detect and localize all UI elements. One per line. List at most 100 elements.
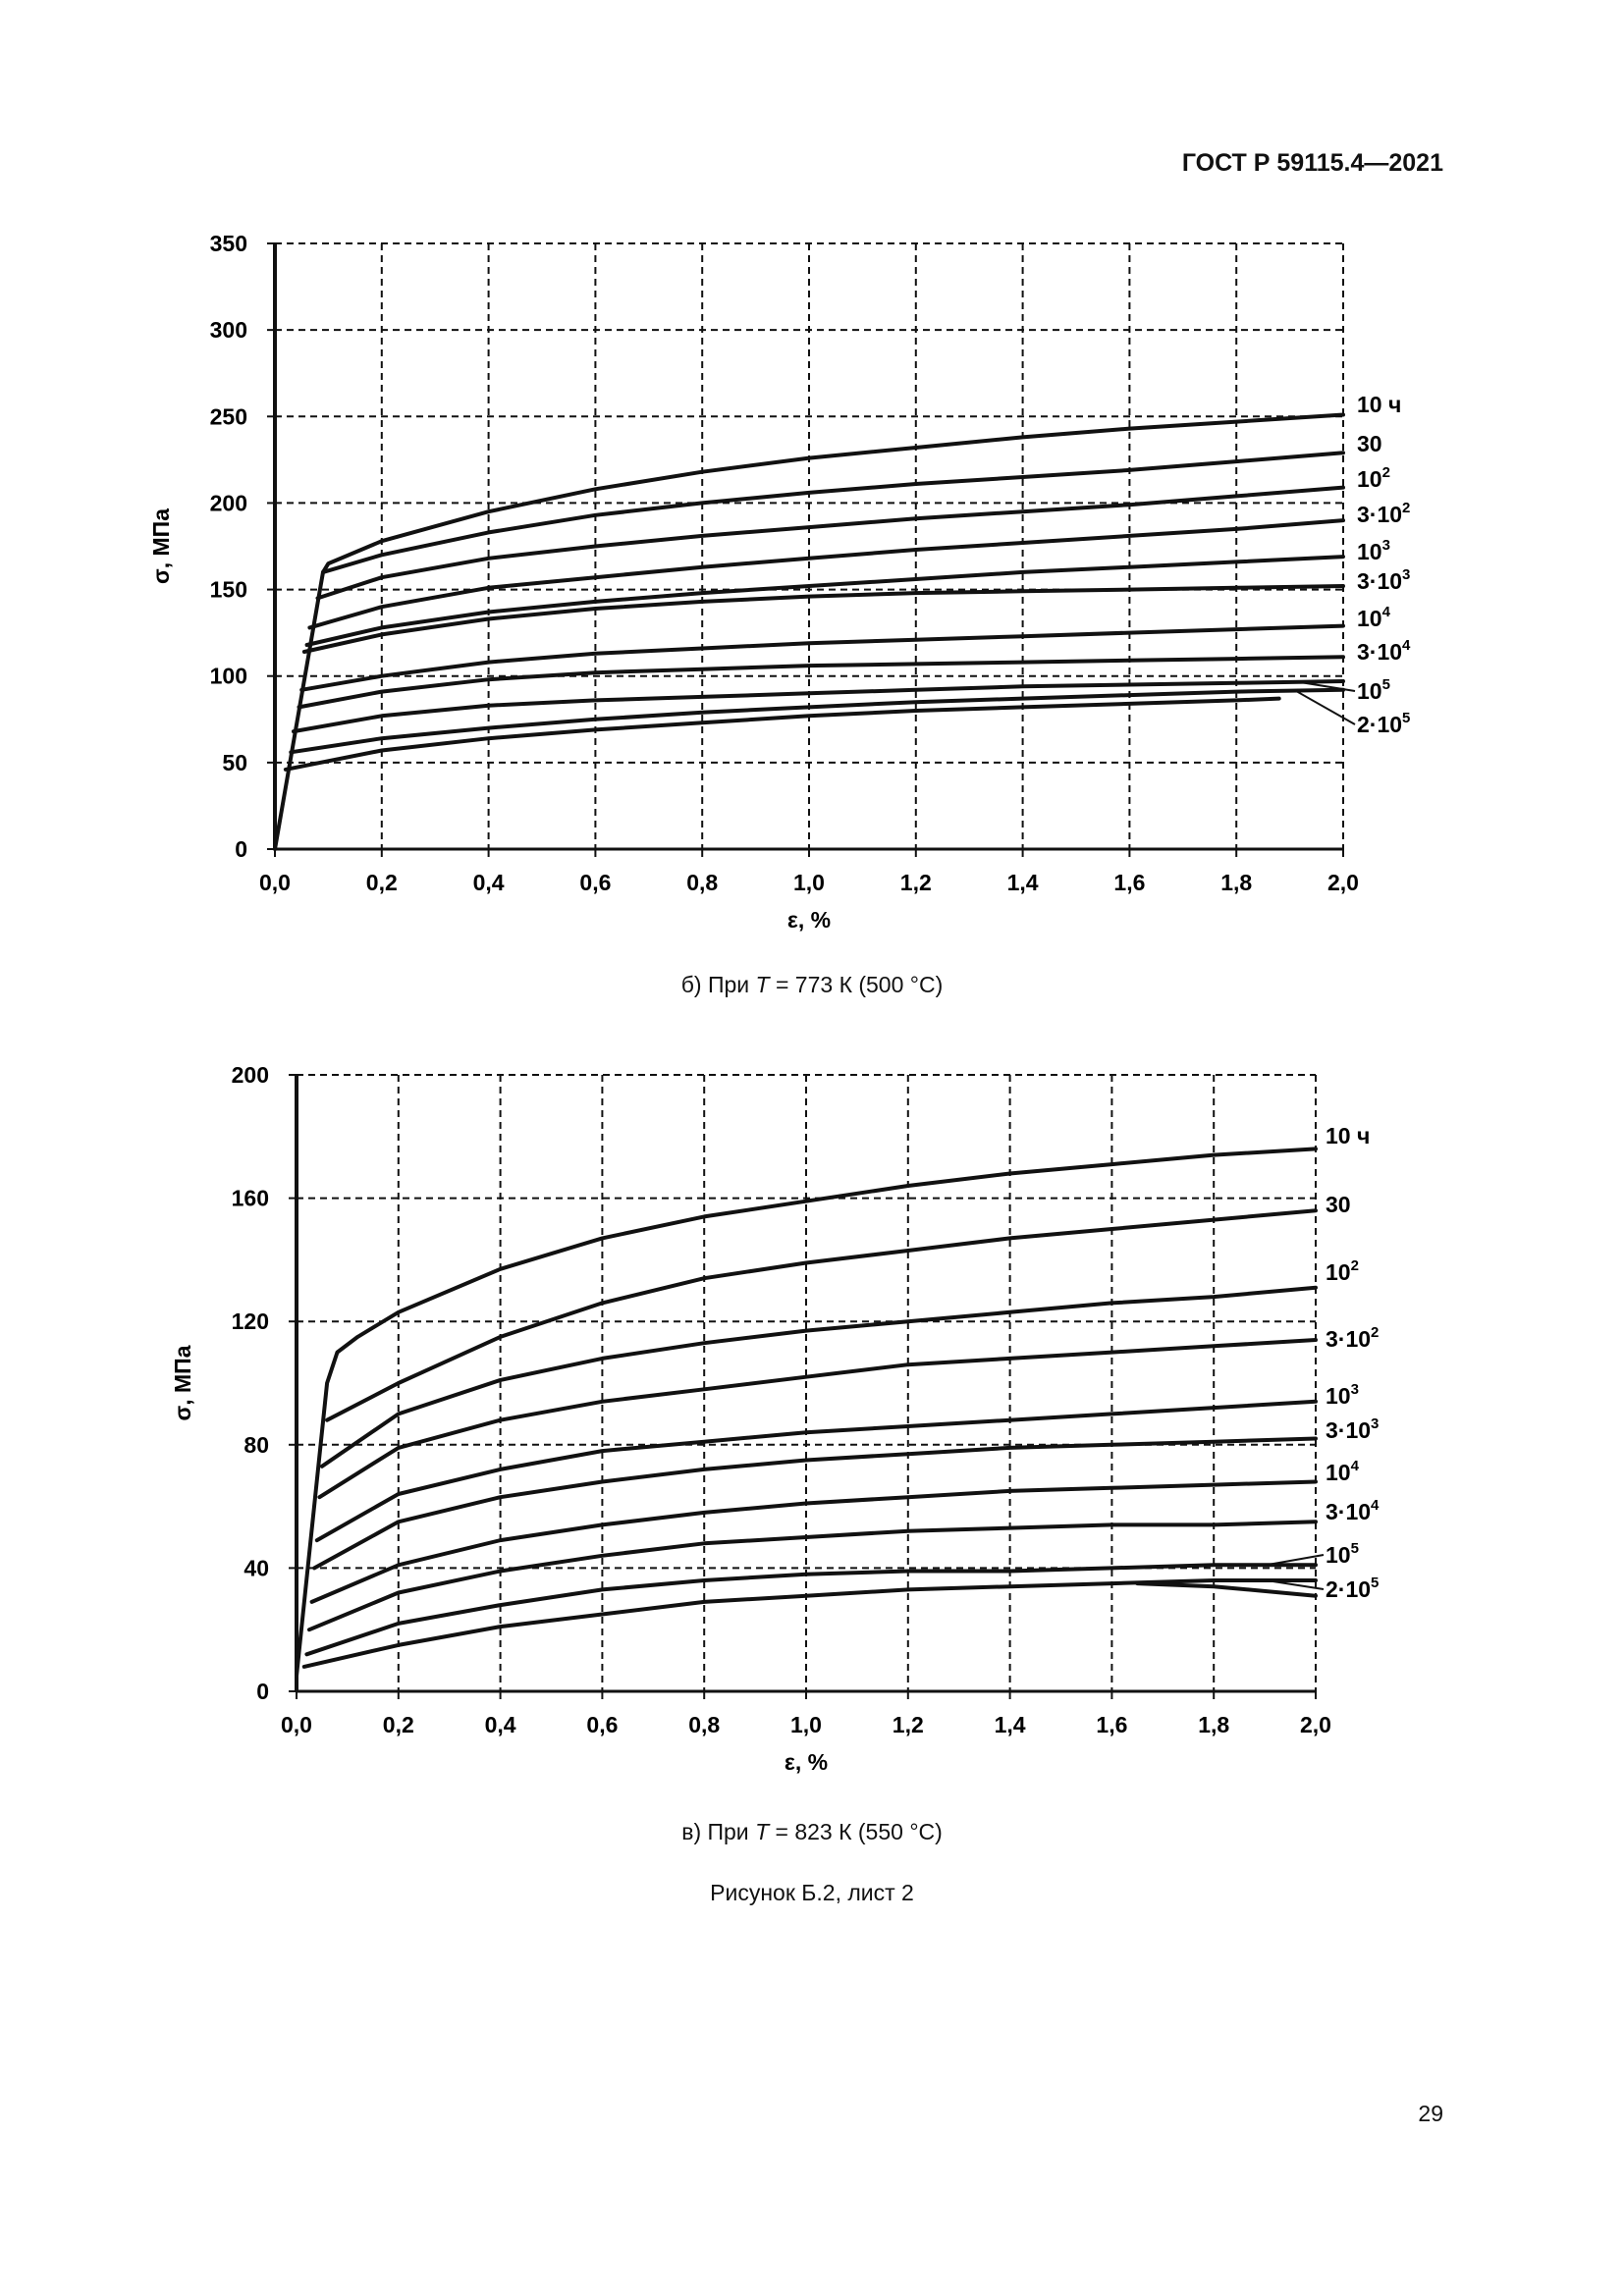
series-line	[273, 412, 1345, 851]
series-label-exponent: 5	[1402, 710, 1410, 726]
series-label: 103	[1326, 1381, 1359, 1409]
series-label: 105	[1357, 676, 1390, 704]
y-axis-label: σ, МПа	[170, 1345, 195, 1420]
grid	[297, 1074, 1317, 1691]
x-tick-label: 1,4	[995, 1712, 1026, 1737]
series-label-base: 10	[1326, 1383, 1351, 1409]
caption-variable: T	[755, 972, 770, 997]
series-label-exponent: 3	[1351, 1381, 1359, 1398]
series-label-exponent: 2	[1402, 500, 1410, 516]
series-line	[317, 1338, 1318, 1500]
chart-top: 0,0 0,2 0,4 0,6 0,8 1,0 1,2 1,4 1,6 1,8 2,0 0 50 100 1…	[148, 231, 1411, 933]
x-tick-label: 0,4	[473, 870, 505, 895]
series-line	[1135, 1581, 1318, 1598]
series-line	[309, 1479, 1318, 1604]
series-label: 104	[1326, 1458, 1360, 1485]
x-tick-label: 1,0	[790, 1712, 822, 1737]
series-label: 105	[1326, 1540, 1359, 1568]
series-label-base: 30	[1326, 1192, 1351, 1217]
series-line	[283, 696, 1281, 772]
series-label-base: 3·10	[1326, 1499, 1371, 1524]
figure-caption: Рисунок Б.2, лист 2	[710, 1880, 914, 1905]
series-label: 3·103	[1357, 566, 1410, 594]
series-label-base: 10	[1357, 466, 1382, 492]
caption-suffix: = 773 К (500 °C)	[769, 972, 944, 997]
page-number: 29	[1418, 2101, 1443, 2126]
grid	[275, 242, 1344, 849]
series-line	[314, 1399, 1318, 1543]
series-label: 2·105	[1326, 1575, 1379, 1602]
y-tick-label: 80	[244, 1432, 269, 1458]
series-label: 30	[1357, 431, 1382, 456]
document-header: ГОСТ Р 59115.4—2021	[1181, 149, 1443, 177]
x-tick-label: 1,8	[1198, 1712, 1229, 1737]
x-tick-label: 1,6	[1096, 1712, 1127, 1737]
x-tick-label: 1,0	[793, 870, 825, 895]
series-label-exponent: 3	[1371, 1415, 1379, 1432]
series-line	[304, 1563, 1318, 1657]
series-label-base: 10	[1357, 678, 1382, 704]
series-label-exponent: 4	[1402, 637, 1411, 654]
label-leader-line	[1266, 1554, 1325, 1567]
series-line	[315, 485, 1345, 601]
series-label-base: 10 ч	[1357, 392, 1401, 417]
series-label-exponent: 2	[1371, 1324, 1379, 1341]
x-axis-label: ε, %	[787, 907, 831, 933]
series-label-base: 10	[1326, 1259, 1351, 1285]
series-line	[321, 451, 1345, 574]
series-label: 30	[1326, 1192, 1351, 1217]
y-tick-label: 50	[222, 750, 247, 775]
y-tick-label: 200	[210, 490, 247, 515]
x-tick-label: 0,6	[579, 870, 611, 895]
x-tick-label: 0,8	[688, 1712, 720, 1737]
series-label-exponent: 5	[1382, 676, 1390, 693]
y-axis-label: σ, МПа	[148, 508, 174, 584]
caption-prefix: б) При	[680, 972, 756, 997]
series-line	[307, 1520, 1318, 1632]
series-line	[319, 1285, 1318, 1468]
x-tick-label: 1,2	[893, 1712, 924, 1737]
x-axis-label: ε, %	[785, 1749, 828, 1775]
series-label-exponent: 2	[1351, 1257, 1359, 1274]
x-tick-label: 0,4	[485, 1712, 516, 1737]
series-label: 3·104	[1357, 637, 1411, 665]
series-label: 102	[1357, 464, 1390, 492]
series-group	[295, 1147, 1318, 1679]
series-line	[292, 679, 1345, 734]
series-line	[307, 518, 1345, 630]
series-label-base: 10	[1357, 539, 1382, 564]
series-line	[299, 623, 1345, 692]
series-label: 10 ч	[1357, 392, 1401, 417]
x-tick-label: 0,8	[686, 870, 718, 895]
y-tick-label: 0	[235, 836, 247, 862]
chart-bottom: 0,0 0,2 0,4 0,6 0,8 1,0 1,2 1,4 1,6 1,8 2,0 0 40 80 12…	[170, 1062, 1380, 1775]
y-tick-label: 0	[256, 1679, 269, 1704]
y-tick-label: 40	[244, 1555, 269, 1580]
series-label-base: 10	[1326, 1460, 1351, 1485]
series-label-exponent: 4	[1371, 1497, 1380, 1514]
series-line	[304, 555, 1345, 647]
x-tick-label: 1,2	[900, 870, 932, 895]
x-tick-label: 0,0	[281, 1712, 312, 1737]
caption-suffix: = 823 К (550 °C)	[769, 1819, 943, 1844]
x-tick-label: 0,2	[383, 1712, 414, 1737]
series-line	[325, 1208, 1318, 1422]
series-label-base: 10 ч	[1326, 1123, 1370, 1148]
x-tick-label: 1,8	[1220, 870, 1252, 895]
y-tick-label: 350	[210, 231, 247, 256]
x-tick-label: 2,0	[1300, 1712, 1331, 1737]
y-tick-label: 150	[210, 577, 247, 603]
x-tick-label: 0,2	[366, 870, 398, 895]
y-tick-label: 250	[210, 403, 247, 429]
series-label-exponent: 2	[1382, 464, 1390, 481]
y-tick-label: 300	[210, 317, 247, 343]
series-label-exponent: 5	[1351, 1540, 1359, 1557]
series-label: 2·105	[1357, 710, 1410, 737]
series-line	[312, 1436, 1318, 1571]
series-label: 3·104	[1326, 1497, 1380, 1524]
x-tick-label: 0,6	[586, 1712, 618, 1737]
label-leader-line	[1266, 1578, 1325, 1590]
series-line	[301, 584, 1345, 654]
series-line	[295, 1147, 1318, 1679]
series-label-exponent: 4	[1382, 604, 1391, 620]
